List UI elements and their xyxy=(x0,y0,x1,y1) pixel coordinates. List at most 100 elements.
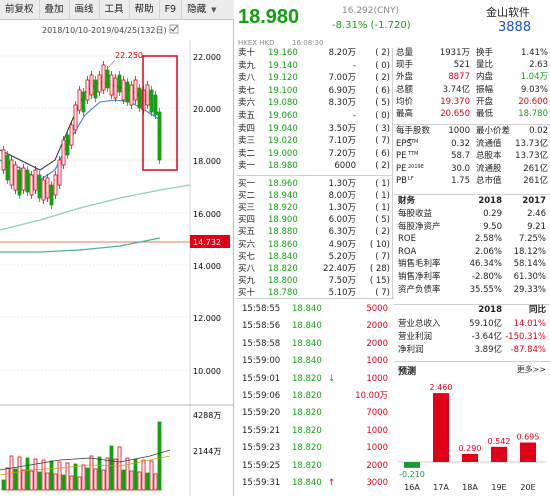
tick-row[interactable]: 15:58:55 18.840 5000 xyxy=(236,302,392,316)
ask-row[interactable]: 卖八 19.120 7.00万 ( 2) xyxy=(236,73,392,84)
bid-row[interactable]: 买八 18.820 22.40万 ( 28) xyxy=(236,264,392,275)
level-count: ( 3) xyxy=(375,123,390,134)
ask-row[interactable]: 卖二 19.000 7.20万 ( 6) xyxy=(236,149,392,160)
ask-row[interactable]: 卖九 19.140 - ( 0) xyxy=(236,61,392,72)
stat-key-sup: TTM xyxy=(408,138,419,145)
level-count: ( 1) xyxy=(375,191,390,202)
forecast-panel: 预测 更多>> -0.210 16A 2.460 17A 0.290 18A 0.542 19… xyxy=(394,361,550,496)
chart-toolbar: 前复权 叠加 画线 工具 帮助 F9 隐藏 ▼ xyxy=(0,0,234,20)
level-volume: - xyxy=(352,111,356,121)
bid-row[interactable]: 买九 18.800 7.50万 ( 15) xyxy=(236,276,392,287)
ask-row[interactable]: 卖十 19.160 8.20万 ( 2) xyxy=(236,48,392,59)
ask-row[interactable]: 卖三 19.020 7.10万 ( 7) xyxy=(236,136,392,147)
ask-row[interactable]: 卖五 19.060 - ( 0) xyxy=(236,111,392,122)
volume-bar xyxy=(73,463,78,491)
stat-key: PB xyxy=(396,176,407,187)
candle-body xyxy=(109,74,114,96)
level-price: 19.100 xyxy=(268,85,298,96)
fin-val: -2.80% xyxy=(471,272,502,282)
level-label: 卖七 xyxy=(238,85,256,96)
bid-row[interactable]: 买一 18.960 1.30万 ( 1) xyxy=(236,179,392,190)
fin2-val: -150.31% xyxy=(505,332,546,342)
tick-volume: 1000 xyxy=(366,356,388,367)
tick-price: 18.820 xyxy=(292,443,322,454)
forecast-category-label: 19E xyxy=(491,483,506,492)
tick-row[interactable]: 15:58:56 18.840 2000 xyxy=(236,319,392,333)
level-label: 买四 xyxy=(238,215,256,226)
toolbar-forward-adjust[interactable]: 前复权 xyxy=(0,0,40,20)
fin-key: 销售毛利率 xyxy=(398,259,441,270)
level-count: ( 5) xyxy=(375,98,390,109)
fin2-val: 14.01% xyxy=(513,319,546,329)
toolbar-help[interactable]: 帮助 xyxy=(130,0,160,20)
bid-row[interactable]: 买七 18.840 5.20万 ( 7) xyxy=(236,252,392,263)
level-count: ( 6) xyxy=(375,85,390,96)
candle-body xyxy=(77,89,82,111)
level-label: 卖一 xyxy=(238,161,256,172)
quote-time: 16:08:30 xyxy=(292,39,324,47)
mid-value: 16.292(CNY) xyxy=(342,6,400,16)
bid-row[interactable]: 买十 18.780 5.10万 ( 7) xyxy=(236,288,392,299)
level-label: 买三 xyxy=(238,203,256,214)
tick-row[interactable]: 15:58:58 18.840 2000 xyxy=(236,337,392,351)
level-label: 买十 xyxy=(238,287,256,298)
candle-body xyxy=(137,87,142,109)
tick-row[interactable]: 15:59:06 18.820 10.00万 xyxy=(236,389,392,403)
stat-key: 内盘 xyxy=(476,72,494,83)
toolbar-overlay[interactable]: 叠加 xyxy=(40,0,70,20)
vol-label: 4288万 xyxy=(193,411,221,420)
checkbox-icon[interactable] xyxy=(169,24,179,34)
fin2-header-cell: 同比 xyxy=(528,305,546,315)
stat-value: 0.32 xyxy=(451,138,470,149)
forecast-bar xyxy=(520,442,536,462)
tick-row[interactable]: 15:59:23 18.820 1000 xyxy=(236,441,392,455)
fin-val: 46.34% xyxy=(469,259,502,270)
stat-value: 3.74亿 xyxy=(442,84,470,95)
stat-value: 58.7 xyxy=(451,151,470,162)
candle-body xyxy=(57,159,62,186)
bid-row[interactable]: 买三 18.920 1.30万 ( 1) xyxy=(236,203,392,214)
ask-row[interactable]: 卖一 18.980 6000 ( 2) xyxy=(236,161,392,172)
tick-price: 18.840 xyxy=(292,478,322,488)
ask-row[interactable]: 卖七 19.100 6.90万 ( 6) xyxy=(236,86,392,97)
toolbar-tools[interactable]: 工具 xyxy=(100,0,130,20)
bid-row[interactable]: 买六 18.860 4.90万 ( 10) xyxy=(236,240,392,251)
level-volume: 4.90万 xyxy=(328,239,356,250)
stat-row: 外盘 8877 内盘 1.04万 xyxy=(394,72,550,83)
ask-row[interactable]: 卖四 19.040 3.50万 ( 3) xyxy=(236,124,392,135)
tick-row[interactable]: 15:59:25 18.820 2000 xyxy=(236,459,392,473)
kline-chart[interactable]: 2018/10/10-2019/04/25(132日) 22.000 20.00… xyxy=(0,20,234,496)
level-label: 卖十 xyxy=(238,48,256,58)
tick-row[interactable]: 15:59:20 18.820 7000 xyxy=(236,406,392,420)
dropdown-icon[interactable]: ▼ xyxy=(211,5,217,14)
volume-bar xyxy=(89,455,94,491)
tick-list[interactable]: 15:58:55 18.840 5000 15:58:56 18.840 2000 15:5… xyxy=(236,302,392,496)
stat-key: EPS xyxy=(396,138,412,149)
candle-body xyxy=(149,89,154,113)
stat-row: 最高 20.650 最低 18.780 xyxy=(394,109,550,120)
bid-row[interactable]: 买五 18.880 6.30万 ( 2) xyxy=(236,227,392,238)
forecast-category-label: 18A xyxy=(462,483,478,492)
more-link[interactable]: 更多>> xyxy=(516,365,546,374)
toolbar-hide[interactable]: 隐藏 xyxy=(187,3,207,15)
stat-key: 开盘 xyxy=(476,96,494,107)
level-label: 买六 xyxy=(238,239,256,250)
stat-key: 最高 xyxy=(396,109,414,119)
toolbar-draw-line[interactable]: 画线 xyxy=(70,0,100,20)
bid-row[interactable]: 买四 18.900 6.00万 ( 5) xyxy=(236,215,392,226)
y-label: 20.000 xyxy=(193,105,221,114)
volume-bar xyxy=(101,469,106,491)
forecast-bar xyxy=(433,393,449,462)
tick-arrow: ↓ xyxy=(328,373,336,384)
bid-row[interactable]: 买二 18.940 8.00万 ( 1) xyxy=(236,191,392,202)
ask-row[interactable]: 卖六 19.080 8.30万 ( 5) xyxy=(236,98,392,109)
toolbar-f9[interactable]: F9 xyxy=(160,0,183,20)
tick-time: 15:58:56 xyxy=(242,321,281,332)
tick-time: 15:58:58 xyxy=(242,338,281,349)
tick-row[interactable]: 15:59:01 18.820 ↓ 1000 xyxy=(236,372,392,386)
tick-row[interactable]: 15:59:21 18.820 1000 xyxy=(236,424,392,438)
level-volume: 8.20万 xyxy=(328,48,356,58)
tick-row[interactable]: 15:59:00 18.840 1000 xyxy=(236,354,392,368)
candle-body xyxy=(41,179,46,201)
tick-row[interactable]: 15:59:31 18.840 ↑ 3000 xyxy=(236,476,392,490)
